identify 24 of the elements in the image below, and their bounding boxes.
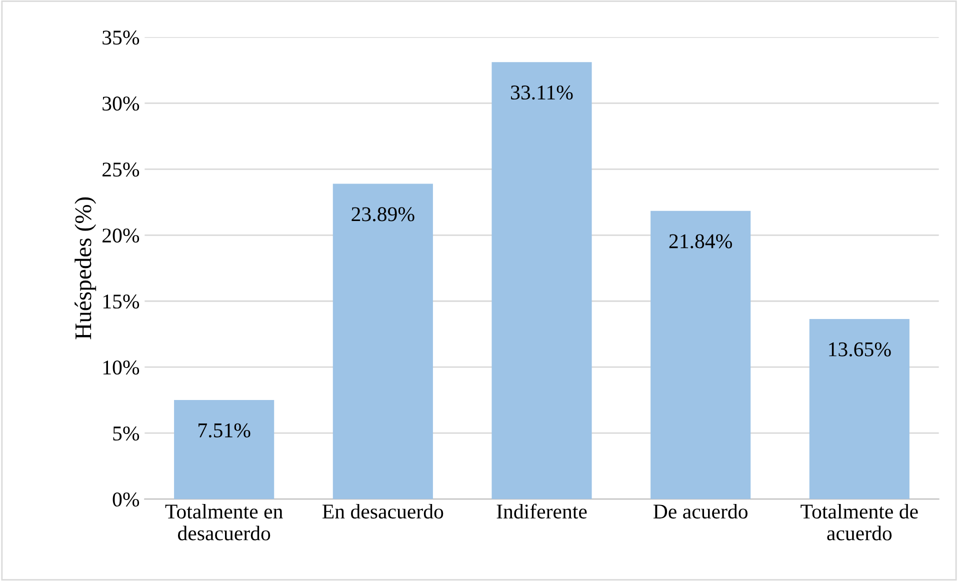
data-label: 21.84% (669, 234, 732, 248)
bar (650, 210, 751, 500)
y-axis-title: Huéspedes (%) (74, 197, 96, 340)
y-tick-label: 25% (102, 162, 140, 177)
y-tick-label: 15% (103, 294, 140, 309)
data-label: 7.51% (198, 423, 250, 438)
y-tick-label: 5% (113, 426, 140, 441)
y-tick-label: 20% (102, 228, 140, 243)
x-tick-label: Totalmente en desacuerdo (165, 504, 283, 540)
x-tick-label: De acuerdo (653, 504, 748, 519)
y-tick-label: 0% (112, 492, 140, 507)
bar (174, 400, 274, 500)
bar (809, 318, 910, 500)
data-label: 23.89% (352, 207, 414, 222)
x-tick-label: Indiferente (496, 504, 587, 519)
y-tick-label: 10% (103, 360, 140, 375)
bar (492, 62, 592, 500)
y-tick-label: 35% (102, 30, 140, 45)
x-tick-label: Totalmente de acuerdo (800, 504, 918, 540)
bar (332, 184, 433, 500)
x-tick-label: En desacuerdo (322, 504, 444, 519)
data-label: 13.65% (829, 342, 891, 356)
y-tick-label: 30% (102, 96, 140, 111)
data-label: 33.11% (511, 86, 573, 100)
